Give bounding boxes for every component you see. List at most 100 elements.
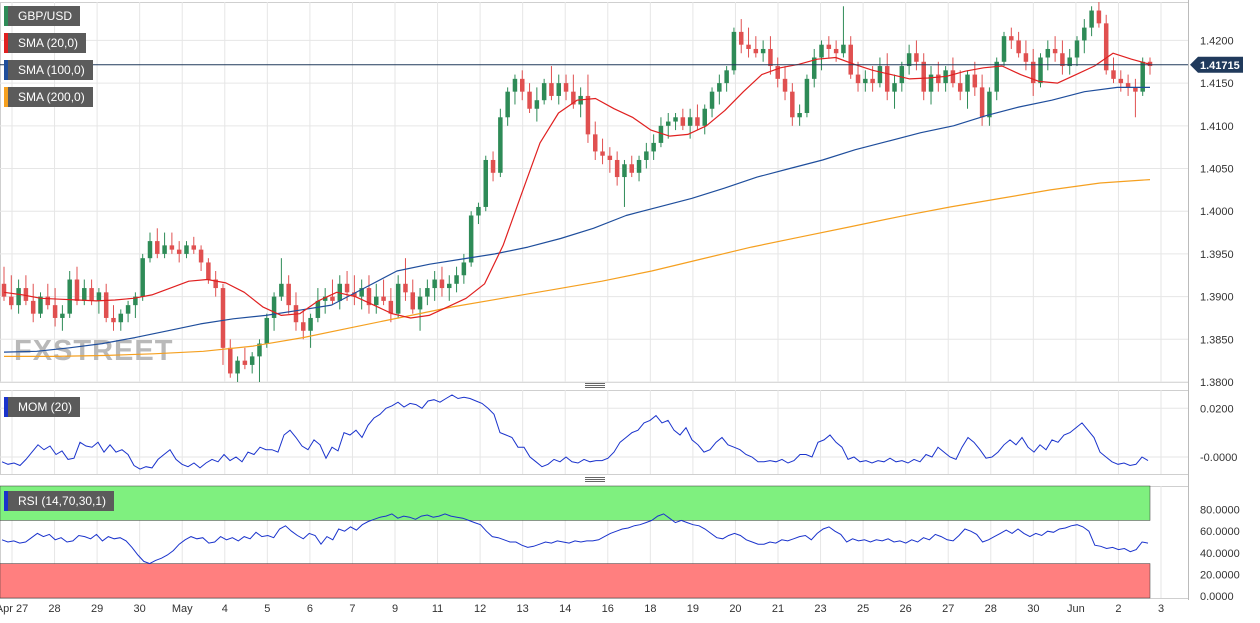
candle-body[interactable] xyxy=(724,70,729,84)
candle-body[interactable] xyxy=(176,249,182,254)
candle-body[interactable] xyxy=(184,245,189,254)
candle-body[interactable] xyxy=(614,159,620,178)
candle-body[interactable] xyxy=(213,279,218,289)
candle-body[interactable] xyxy=(67,279,72,314)
candle-body[interactable] xyxy=(702,108,707,126)
candle-body[interactable] xyxy=(286,283,291,306)
candle-body[interactable] xyxy=(629,164,634,173)
candle-body[interactable] xyxy=(1082,27,1087,41)
candle-body[interactable] xyxy=(279,283,284,297)
candle-body[interactable] xyxy=(16,288,21,306)
candle-body[interactable] xyxy=(987,91,992,118)
legend-mom[interactable]: MOM (20) xyxy=(4,397,80,417)
candle-body[interactable] xyxy=(680,117,686,126)
candle-body[interactable] xyxy=(23,288,29,301)
candle-body[interactable] xyxy=(301,322,306,331)
candle-body[interactable] xyxy=(644,151,649,160)
candle-body[interactable] xyxy=(877,66,883,84)
candle-body[interactable] xyxy=(330,296,335,301)
candle-body[interactable] xyxy=(381,296,386,301)
candle-body[interactable] xyxy=(585,95,591,135)
legend-sma100[interactable]: SMA (100,0) xyxy=(4,60,93,80)
legend-sma200[interactable]: SMA (200,0) xyxy=(4,87,93,107)
candle-body[interactable] xyxy=(490,159,496,173)
candle-body[interactable] xyxy=(337,283,343,301)
candle-body[interactable] xyxy=(96,292,102,301)
candle-body[interactable] xyxy=(957,83,963,92)
candle-body[interactable] xyxy=(1052,48,1058,54)
candle-body[interactable] xyxy=(665,121,671,126)
candle-body[interactable] xyxy=(395,283,401,314)
candle-body[interactable] xyxy=(103,292,109,318)
candle-body[interactable] xyxy=(855,74,861,84)
candle-body[interactable] xyxy=(403,283,408,293)
candle-body[interactable] xyxy=(870,78,875,84)
candle-body[interactable] xyxy=(790,91,795,118)
candle-body[interactable] xyxy=(841,44,846,54)
candle-body[interactable] xyxy=(52,305,58,318)
resize-handle-mom-rsi[interactable] xyxy=(585,477,605,482)
legend-sma20[interactable]: SMA (20,0) xyxy=(4,33,87,53)
candle-body[interactable] xyxy=(1133,87,1138,92)
legend-rsi[interactable]: RSI (14,70,30,1) xyxy=(4,491,115,511)
candle-body[interactable] xyxy=(388,300,394,314)
candle-body[interactable] xyxy=(549,83,554,96)
candle-body[interactable] xyxy=(206,262,211,280)
candle-body[interactable] xyxy=(1001,36,1007,62)
candle-body[interactable] xyxy=(1125,83,1131,88)
candle-body[interactable] xyxy=(906,53,912,67)
candle-body[interactable] xyxy=(782,78,788,92)
candle-body[interactable] xyxy=(410,292,416,310)
candle-body[interactable] xyxy=(425,288,430,297)
candle-body[interactable] xyxy=(38,296,43,314)
candle-body[interactable] xyxy=(264,317,270,344)
candle-body[interactable] xyxy=(768,48,773,67)
candle-body[interactable] xyxy=(374,296,379,306)
candle-body[interactable] xyxy=(30,300,36,314)
candle-body[interactable] xyxy=(1,283,7,297)
candle-body[interactable] xyxy=(133,296,138,306)
candle-body[interactable] xyxy=(60,313,65,318)
candle-body[interactable] xyxy=(228,347,233,374)
candle-body[interactable] xyxy=(658,125,664,143)
candle-body[interactable] xyxy=(162,245,167,254)
candle-body[interactable] xyxy=(709,91,715,109)
candle-body[interactable] xyxy=(921,61,926,92)
candle-body[interactable] xyxy=(344,283,350,293)
candle-body[interactable] xyxy=(74,279,80,301)
candle-body[interactable] xyxy=(1118,78,1124,84)
candle-body[interactable] xyxy=(1140,61,1145,92)
candle-body[interactable] xyxy=(89,288,94,301)
candle-body[interactable] xyxy=(863,78,868,84)
candle-body[interactable] xyxy=(914,53,919,62)
candle-body[interactable] xyxy=(498,117,503,173)
candle-body[interactable] xyxy=(249,356,255,365)
candle-body[interactable] xyxy=(9,296,14,306)
candle-body[interactable] xyxy=(979,87,985,118)
candle-body[interactable] xyxy=(673,117,678,122)
candle-body[interactable] xyxy=(753,48,759,54)
candle-body[interactable] xyxy=(359,288,364,297)
candle-body[interactable] xyxy=(1023,53,1029,62)
candle-body[interactable] xyxy=(717,83,722,92)
candle-body[interactable] xyxy=(563,83,569,92)
candle-body[interactable] xyxy=(965,74,970,92)
candle-body[interactable] xyxy=(1096,10,1102,24)
legend-pair[interactable]: GBP/USD xyxy=(4,6,81,26)
candle-body[interactable] xyxy=(1067,57,1072,67)
candle-body[interactable] xyxy=(607,155,613,160)
candle-body[interactable] xyxy=(826,44,832,49)
candle-body[interactable] xyxy=(972,74,978,88)
candle-body[interactable] xyxy=(315,300,321,318)
candle-body[interactable] xyxy=(476,206,481,216)
candle-body[interactable] xyxy=(892,83,897,92)
candle-body[interactable] xyxy=(308,317,313,331)
candle-body[interactable] xyxy=(534,100,540,109)
candle-body[interactable] xyxy=(118,313,124,323)
candle-body[interactable] xyxy=(235,360,240,374)
candle-body[interactable] xyxy=(541,83,547,101)
candle-body[interactable] xyxy=(432,279,437,289)
candle-body[interactable] xyxy=(461,262,467,276)
candle-body[interactable] xyxy=(169,245,175,250)
candle-body[interactable] xyxy=(527,91,532,109)
